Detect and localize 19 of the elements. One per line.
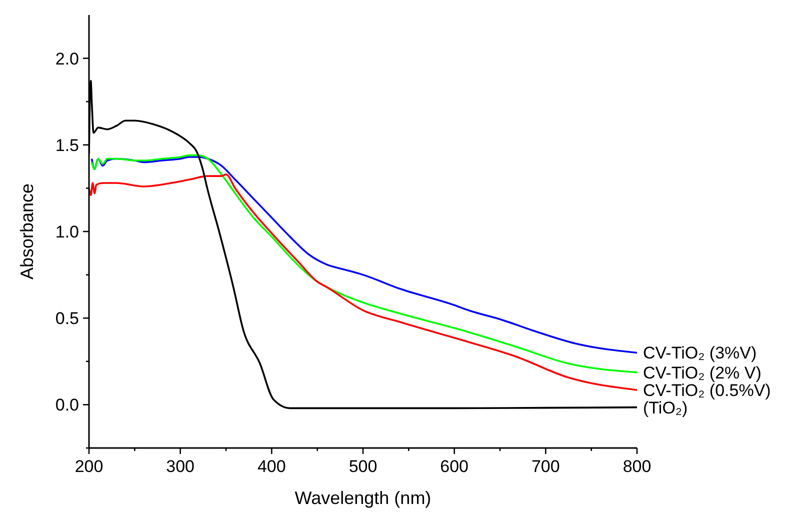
y-tick-label: 0.0 (55, 396, 79, 415)
x-tick-label: 300 (166, 457, 195, 476)
series-label: (TiO₂) (643, 398, 688, 418)
x-tick-label: 700 (531, 457, 560, 476)
series-label: CV-TiO₂ (0.5%V) (643, 380, 771, 400)
y-tick-label: 1.5 (55, 136, 79, 155)
x-tick-label: 800 (622, 457, 652, 476)
x-tick-label: 200 (74, 457, 104, 476)
x-tick-label: 500 (348, 457, 378, 476)
y-tick-label: 2.0 (55, 49, 79, 68)
x-axis-title: Wavelength (nm) (294, 488, 432, 508)
x-tick-label: 600 (440, 457, 469, 476)
y-tick-label: 1.0 (55, 222, 79, 242)
series-label: CV-TiO₂ (2% V) (643, 363, 762, 382)
x-tick-label: 400 (257, 457, 286, 476)
line-series (89, 173, 637, 391)
y-axis-title: Absorbance (17, 183, 37, 280)
y-tick-label: 0.5 (55, 309, 79, 328)
series-label: CV-TiO₂ (3%V) (643, 344, 757, 363)
